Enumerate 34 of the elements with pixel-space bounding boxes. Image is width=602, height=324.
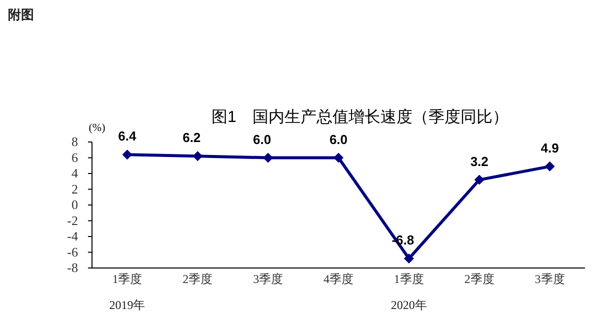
x-tick-label: 2季度 [182, 272, 213, 286]
x-tick-label: 1季度 [394, 272, 424, 286]
y-axis-title: (%) [88, 122, 106, 134]
data-label: 6.0 [329, 132, 348, 147]
x-tick-label: 3季度 [534, 272, 565, 286]
y-tick-label: -4 [67, 228, 78, 244]
data-label: 6.0 [253, 132, 272, 147]
y-tick-label: 6 [72, 150, 78, 165]
data-label: 4.9 [540, 140, 559, 156]
chart-title: 图1 国内生产总值增长速度（季度同比） [212, 108, 508, 126]
text: 2019年 [109, 298, 146, 312]
data-label: 6.2 [182, 130, 201, 146]
y-tick-label: 0 [72, 197, 78, 212]
x-tick-label: 1季度 [112, 272, 142, 286]
point [192, 151, 203, 162]
y-tick-label: -6 [67, 244, 78, 260]
y-tick-label: 8 [72, 134, 78, 149]
data-label: 6.4 [118, 128, 138, 144]
text: 附图 [8, 7, 34, 22]
point [474, 174, 484, 185]
point [404, 254, 414, 264]
point [334, 152, 344, 163]
point [263, 152, 274, 163]
point [544, 161, 555, 172]
y-tick-label: -8 [67, 260, 78, 275]
y-tick-label: -2 [67, 212, 78, 228]
x-tick-label: 3季度 [253, 272, 284, 286]
data-label: 3.2 [470, 154, 488, 169]
y-tick-label: 4 [72, 166, 78, 180]
point [122, 150, 132, 160]
x-tick-label: 2季度 [464, 272, 494, 286]
y-tick-label: 2 [72, 181, 78, 196]
text: 2020年 [390, 298, 427, 312]
x-tick-label: 4季度 [324, 272, 354, 286]
